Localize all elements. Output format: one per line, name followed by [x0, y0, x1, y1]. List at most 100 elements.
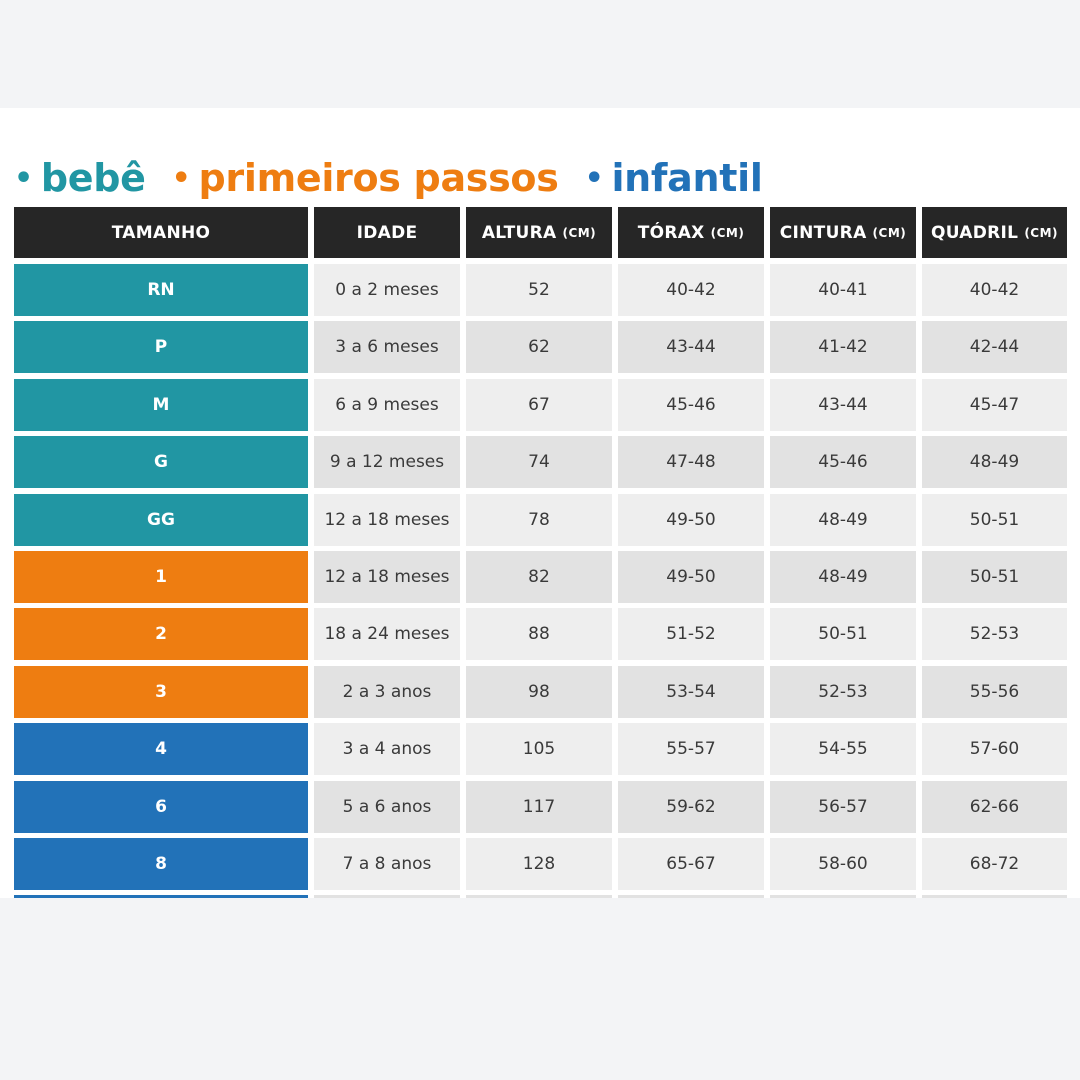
cell-idade: 6 a 9 meses — [314, 379, 460, 431]
cell-quadril: 40-42 — [922, 264, 1067, 316]
cell-cintura: 40-41 — [770, 264, 916, 316]
cell-idade: 5 a 6 anos — [314, 781, 460, 833]
header-unit: (CM) — [872, 225, 907, 240]
category-legend: • bebê • primeiros passos • infantil — [14, 154, 763, 202]
cell-torax — [618, 895, 764, 898]
legend-bebe: • bebê — [14, 156, 146, 200]
cell-tamanho: RN — [14, 264, 308, 316]
legend-primeiros-passos: • primeiros passos — [172, 156, 559, 200]
cell-altura: 82 — [466, 551, 612, 603]
cell-altura — [466, 895, 612, 898]
cell-tamanho: P — [14, 321, 308, 373]
cell-cintura: 48-49 — [770, 551, 916, 603]
cell-quadril: 50-51 — [922, 551, 1067, 603]
header-quadril: QUADRIL (CM) — [922, 207, 1067, 258]
cell-quadril: 68-72 — [922, 838, 1067, 890]
cell-torax: 49-50 — [618, 551, 764, 603]
cell-idade: 18 a 24 meses — [314, 608, 460, 660]
cell-torax: 47-48 — [618, 436, 764, 488]
cell-torax: 45-46 — [618, 379, 764, 431]
cell-altura: 98 — [466, 666, 612, 718]
header-torax: TÓRAX (CM) — [618, 207, 764, 258]
cell-cintura: 52-53 — [770, 666, 916, 718]
cell-idade: 2 a 3 anos — [314, 666, 460, 718]
header-cintura: CINTURA (CM) — [770, 207, 916, 258]
cell-quadril: 42-44 — [922, 321, 1067, 373]
cell-torax: 55-57 — [618, 723, 764, 775]
cell-altura: 128 — [466, 838, 612, 890]
header-tamanho: TAMANHO — [14, 207, 308, 258]
cell-tamanho: G — [14, 436, 308, 488]
cell-altura: 52 — [466, 264, 612, 316]
cell-torax: 51-52 — [618, 608, 764, 660]
size-chart-panel: • bebê • primeiros passos • infantil TAM… — [0, 108, 1080, 898]
cell-tamanho: M — [14, 379, 308, 431]
cell-idade — [314, 895, 460, 898]
cell-torax: 43-44 — [618, 321, 764, 373]
cell-tamanho: 3 — [14, 666, 308, 718]
header-label: IDADE — [356, 222, 418, 243]
cell-quadril: 50-51 — [922, 494, 1067, 546]
bullet-icon: • — [584, 160, 604, 196]
cell-cintura: 43-44 — [770, 379, 916, 431]
cell-torax: 53-54 — [618, 666, 764, 718]
header-unit: (CM) — [1024, 225, 1059, 240]
cell-cintura: 54-55 — [770, 723, 916, 775]
table-row: 1 12 a 18 meses 82 49-50 48-49 50-51 — [14, 551, 1067, 603]
legend-primeiros-passos-label: primeiros passos — [198, 156, 559, 200]
table-row — [14, 895, 1067, 898]
bullet-icon: • — [171, 160, 191, 196]
header-label: CINTURA — [779, 222, 867, 243]
table-row: RN 0 a 2 meses 52 40-42 40-41 40-42 — [14, 264, 1067, 316]
cell-torax: 59-62 — [618, 781, 764, 833]
cell-cintura: 41-42 — [770, 321, 916, 373]
header-unit: (CM) — [710, 225, 745, 240]
header-label: QUADRIL — [930, 222, 1019, 243]
cell-cintura: 45-46 — [770, 436, 916, 488]
legend-infantil-label: infantil — [611, 156, 763, 200]
cell-idade: 0 a 2 meses — [314, 264, 460, 316]
cell-idade: 3 a 4 anos — [314, 723, 460, 775]
cell-altura: 74 — [466, 436, 612, 488]
cell-tamanho: 1 — [14, 551, 308, 603]
cell-quadril: 62-66 — [922, 781, 1067, 833]
cell-tamanho: 8 — [14, 838, 308, 890]
cell-idade: 3 a 6 meses — [314, 321, 460, 373]
header-label: TAMANHO — [111, 222, 211, 243]
legend-infantil: • infantil — [585, 156, 763, 200]
cell-cintura: 50-51 — [770, 608, 916, 660]
cell-quadril: 57-60 — [922, 723, 1067, 775]
cell-cintura: 56-57 — [770, 781, 916, 833]
cell-altura: 105 — [466, 723, 612, 775]
header-idade: IDADE — [314, 207, 460, 258]
cell-torax: 40-42 — [618, 264, 764, 316]
header-altura: ALTURA (CM) — [466, 207, 612, 258]
table-row: GG 12 a 18 meses 78 49-50 48-49 50-51 — [14, 494, 1067, 546]
table-row: 2 18 a 24 meses 88 51-52 50-51 52-53 — [14, 608, 1067, 660]
cell-quadril — [922, 895, 1067, 898]
cell-quadril: 45-47 — [922, 379, 1067, 431]
cell-cintura: 48-49 — [770, 494, 916, 546]
header-label: ALTURA — [481, 222, 557, 243]
cell-cintura — [770, 895, 916, 898]
cell-quadril: 52-53 — [922, 608, 1067, 660]
header-label: TÓRAX — [637, 222, 705, 243]
cell-idade: 12 a 18 meses — [314, 494, 460, 546]
cell-idade: 7 a 8 anos — [314, 838, 460, 890]
cell-altura: 62 — [466, 321, 612, 373]
cell-tamanho: 6 — [14, 781, 308, 833]
cell-torax: 49-50 — [618, 494, 764, 546]
cell-tamanho: 4 — [14, 723, 308, 775]
bullet-icon: • — [14, 160, 33, 196]
cell-altura: 78 — [466, 494, 612, 546]
cell-altura: 67 — [466, 379, 612, 431]
cell-cintura: 58-60 — [770, 838, 916, 890]
cell-altura: 117 — [466, 781, 612, 833]
